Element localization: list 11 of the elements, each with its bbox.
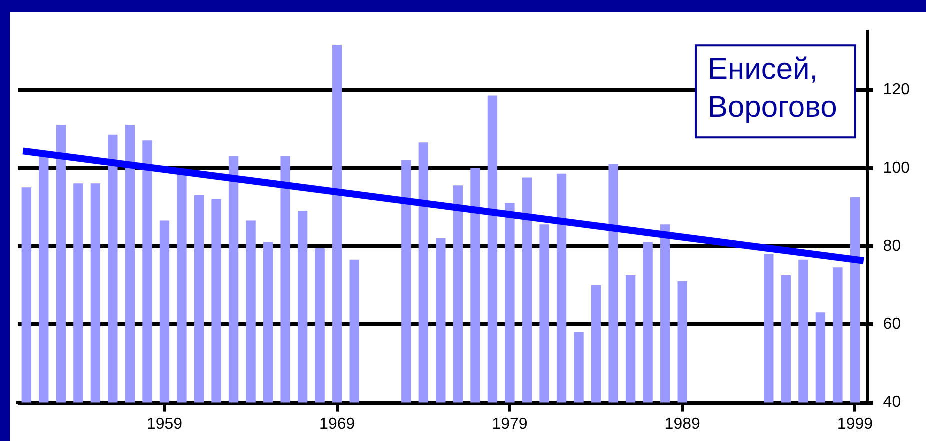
y-tick-label: 100 [883, 160, 910, 177]
y-tick-label: 120 [883, 82, 910, 99]
x-tick-label: 1969 [320, 416, 356, 433]
annotation: Енисей, Ворогово [708, 52, 838, 124]
y-tick-label: 60 [883, 316, 902, 334]
x-tick-label: 1989 [664, 416, 700, 433]
x-tick-label: 1999 [837, 416, 874, 433]
y-tick-label: 40 [883, 394, 902, 412]
y-tick-label: 80 [883, 238, 902, 255]
x-tick-label: 1979 [492, 416, 528, 433]
x-tick-label: 1959 [146, 416, 183, 433]
